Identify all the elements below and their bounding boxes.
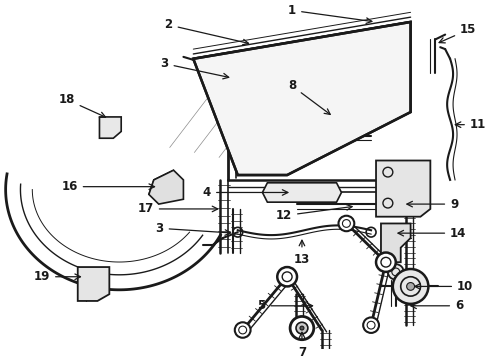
Polygon shape	[376, 161, 430, 217]
Text: 2: 2	[165, 18, 248, 45]
Text: 19: 19	[34, 270, 80, 283]
Text: 14: 14	[398, 227, 466, 240]
Circle shape	[300, 326, 304, 330]
Text: 4: 4	[203, 186, 288, 199]
Circle shape	[290, 316, 314, 340]
Circle shape	[296, 322, 308, 334]
Text: 17: 17	[138, 202, 218, 215]
Circle shape	[363, 318, 379, 333]
Text: 1: 1	[288, 4, 372, 23]
Circle shape	[388, 264, 404, 280]
Text: 7: 7	[298, 332, 306, 359]
Circle shape	[235, 322, 250, 338]
Text: 15: 15	[439, 23, 476, 43]
Text: 3: 3	[155, 222, 231, 235]
Polygon shape	[78, 267, 109, 301]
Circle shape	[339, 216, 354, 231]
Polygon shape	[149, 170, 183, 204]
Polygon shape	[381, 224, 411, 262]
Text: 6: 6	[411, 299, 464, 312]
Text: 12: 12	[276, 204, 352, 222]
Polygon shape	[263, 183, 342, 202]
Circle shape	[393, 269, 428, 304]
Circle shape	[376, 252, 396, 272]
Text: 9: 9	[407, 198, 458, 211]
Text: 18: 18	[58, 93, 105, 117]
Polygon shape	[99, 117, 121, 138]
Text: 5: 5	[257, 299, 313, 312]
Text: 10: 10	[415, 280, 473, 293]
Polygon shape	[193, 22, 411, 175]
Text: 13: 13	[294, 240, 310, 266]
Text: 8: 8	[288, 80, 330, 114]
Circle shape	[407, 283, 415, 290]
Text: 11: 11	[455, 118, 486, 131]
Text: 3: 3	[161, 57, 229, 79]
Circle shape	[277, 267, 297, 287]
Text: 16: 16	[61, 180, 154, 193]
